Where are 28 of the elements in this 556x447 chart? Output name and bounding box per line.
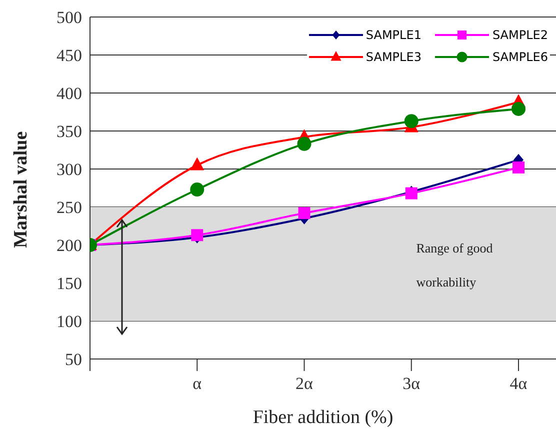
y-tick-label: 400 [56,84,82,104]
y-tick-label: 300 [56,160,82,180]
y-tick-label: 200 [56,236,82,256]
x-axis-title: Fiber addition (%) [252,407,394,428]
y-axis-title: Marshal value [10,131,32,248]
y-tick-label: 500 [56,8,82,28]
y-tick-label: 100 [56,312,82,332]
text: Range of good workability [416,240,493,290]
point [297,136,312,151]
y-tick-label: 450 [56,46,82,66]
point [404,114,418,128]
point [512,102,526,116]
y-tick-label: 50 [65,350,82,370]
legend-label: SAMPLE2 [492,28,548,42]
x-tick-label: 2α [296,374,314,394]
legend-label: SAMPLE1 [366,28,422,42]
y-tick-label: 350 [56,122,82,142]
y-tick-label: 150 [56,274,82,294]
legend-label: SAMPLE6 [492,50,548,64]
x-tick-label: α [192,374,202,394]
point [190,157,204,170]
point [512,161,525,174]
point [190,182,204,197]
y-tick-label: 250 [56,198,82,218]
x-tick-label: 3α [402,374,420,394]
legend-label: SAMPLE3 [366,50,422,64]
point [298,207,310,220]
x-tick-label: 4α [510,374,528,394]
